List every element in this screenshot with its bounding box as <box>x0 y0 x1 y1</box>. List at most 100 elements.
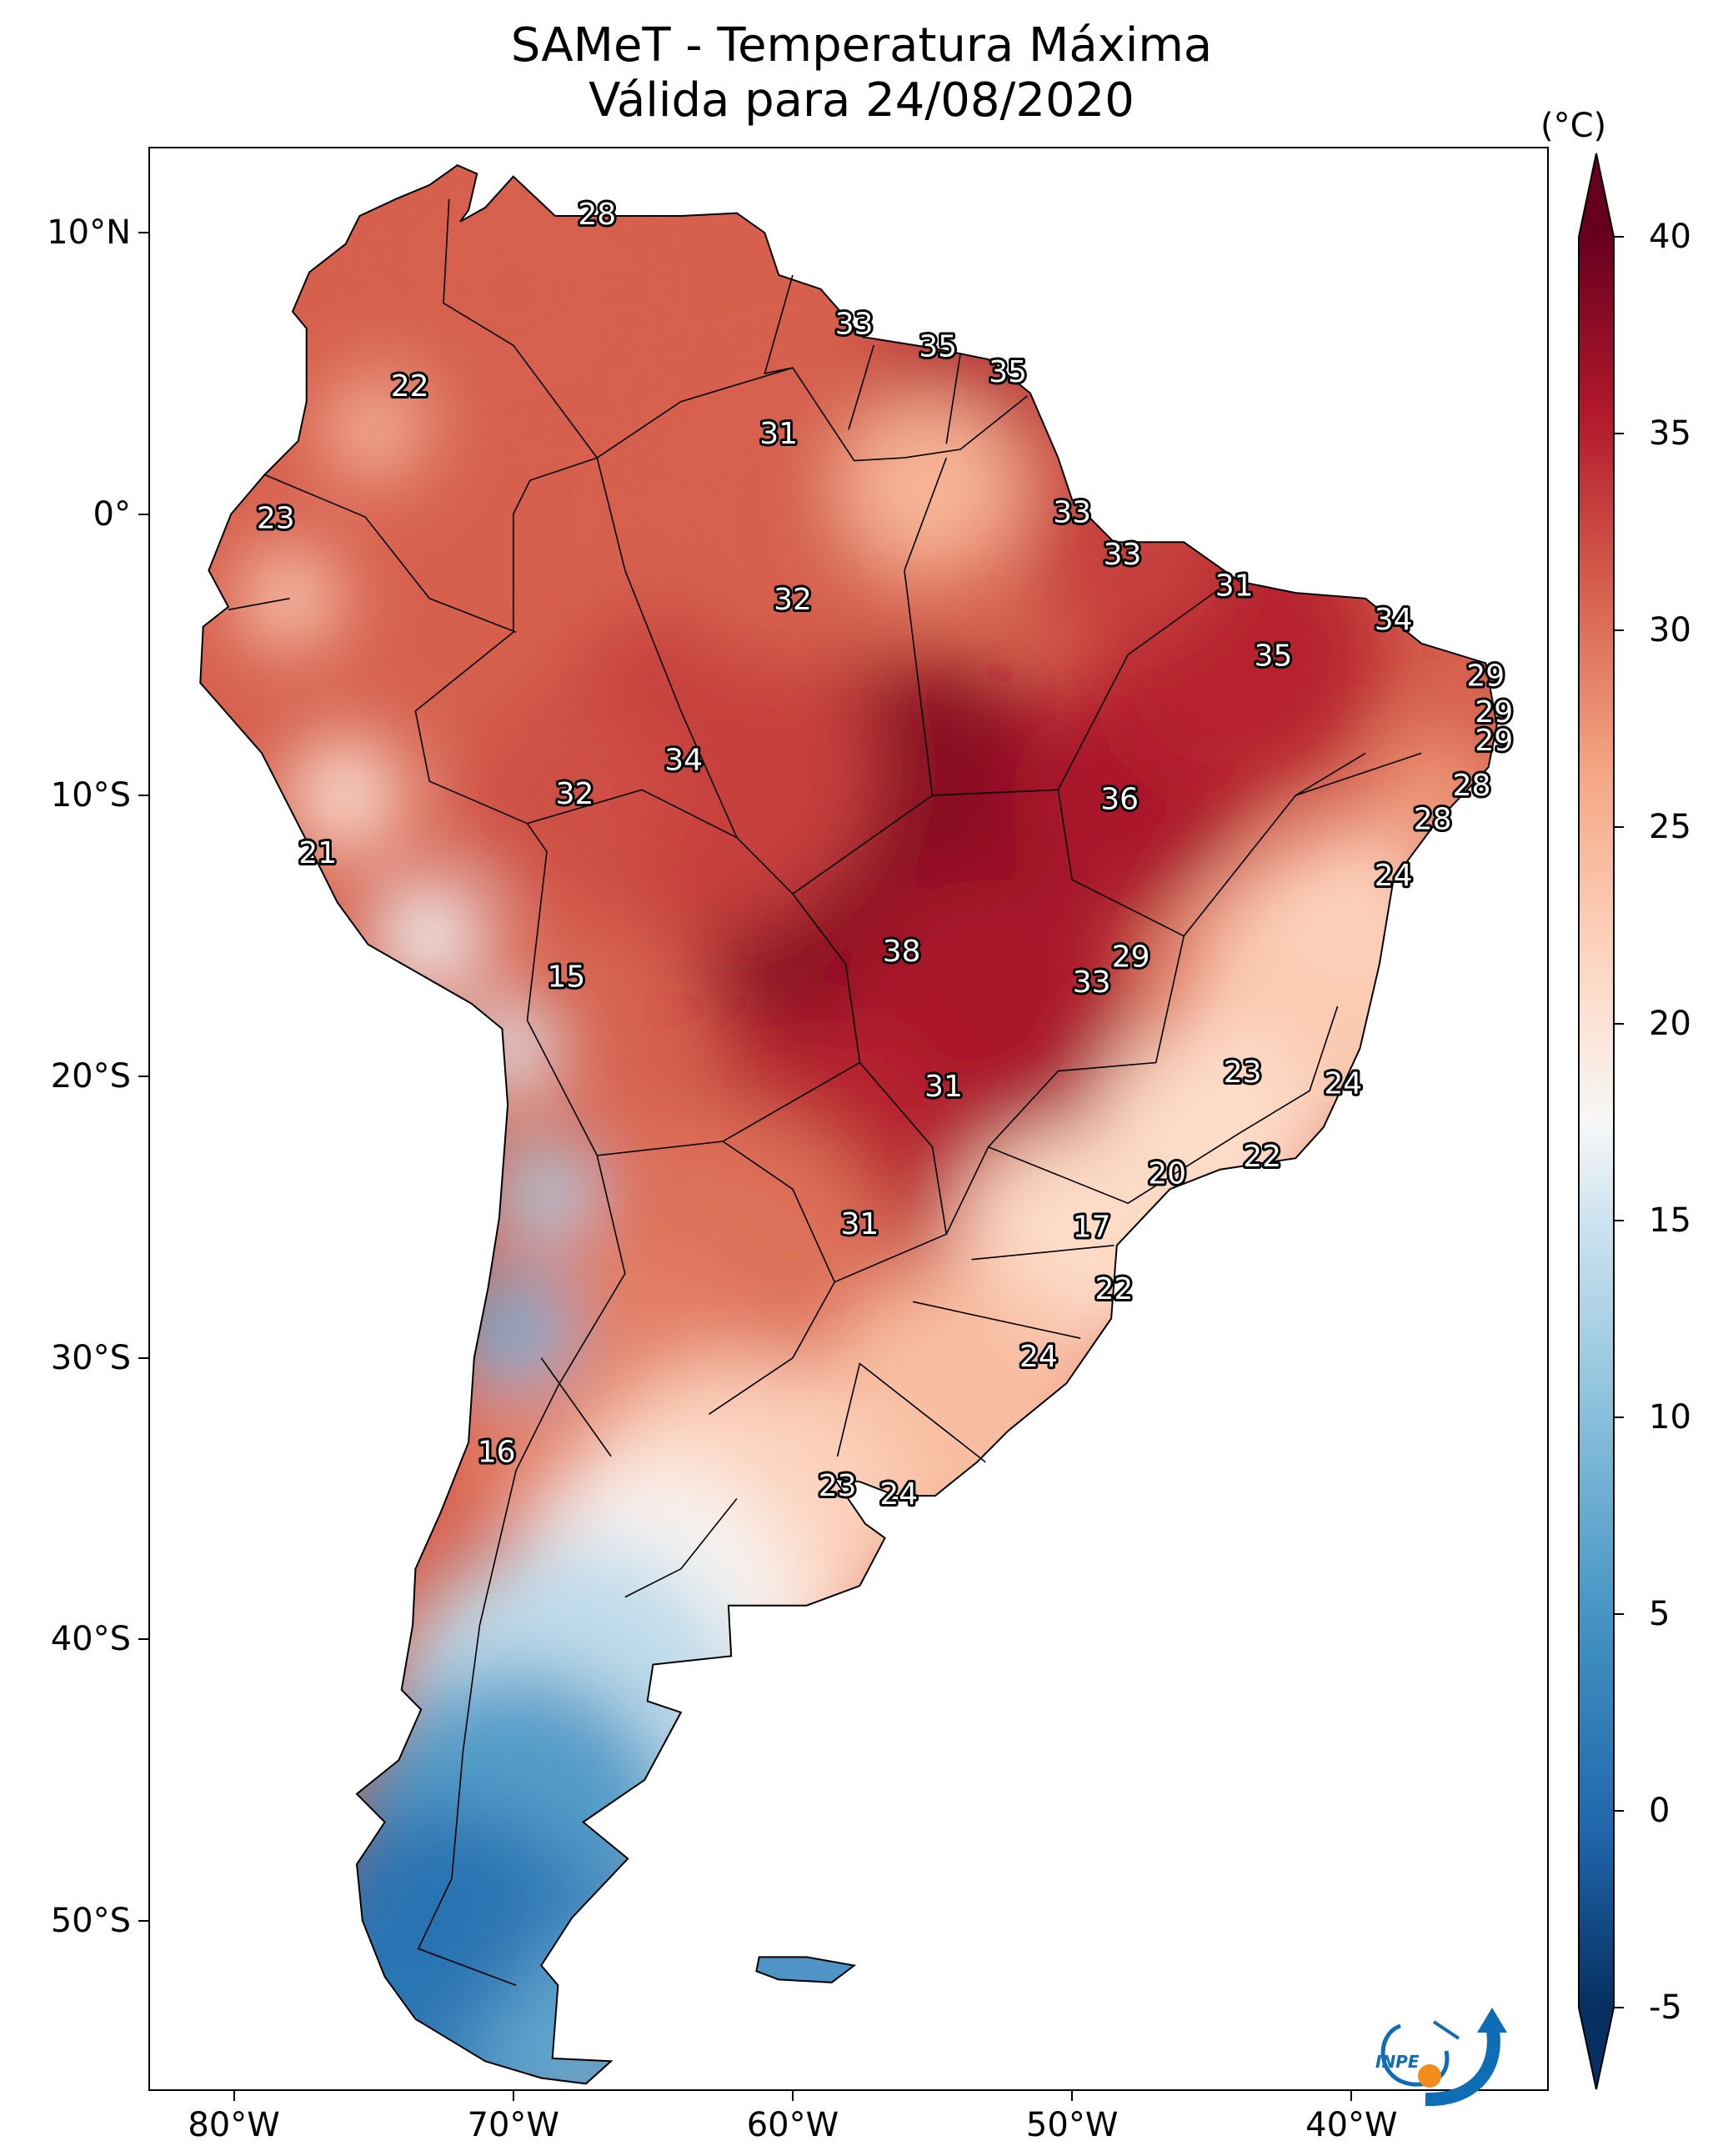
border-line <box>836 1362 986 1463</box>
lat-tick <box>138 232 148 234</box>
city-temp-label: 33 <box>835 308 874 342</box>
city-temp-label: 33 <box>1104 538 1142 572</box>
temperature-patch <box>840 394 1024 578</box>
border-line <box>971 1245 1114 1261</box>
temperature-patch <box>1268 825 1435 991</box>
city-temp-label: 24 <box>1324 1067 1362 1101</box>
city-temp-label: 24 <box>1019 1340 1058 1374</box>
temperature-patch <box>323 379 424 480</box>
colorbar-tick-label: 35 <box>1649 414 1691 453</box>
title-line-2: Válida para 24/08/2020 <box>589 73 1134 128</box>
border-line <box>417 1155 626 1986</box>
lon-tick-label: 70°W <box>467 2106 559 2144</box>
map-panel: 28 33 35 35 22 31 33 23 33 31 32 34 35 29 29 29 34 28 32 36… <box>148 147 1549 2091</box>
city-temp-label: 24 <box>1375 859 1413 893</box>
border-line <box>1295 752 1366 796</box>
lat-tick-label: 40°S <box>50 1620 131 1659</box>
city-temp-label: 22 <box>391 369 429 404</box>
city-temp-label: 29 <box>1466 659 1505 693</box>
temperature-patch <box>313 1803 547 2038</box>
city-temp-label: 23 <box>257 501 295 535</box>
border-line <box>912 1301 1081 1339</box>
lat-tick <box>138 1919 148 1922</box>
city-temp-label: 35 <box>1255 639 1293 674</box>
lat-tick <box>138 1638 148 1641</box>
city-temp-label: 21 <box>298 836 337 870</box>
logo-orange-dot <box>1418 2064 1441 2088</box>
lon-tick-label: 50°W <box>1025 2106 1119 2144</box>
lat-tick-label: 10°S <box>50 776 131 815</box>
city-temp-label: 23 <box>1224 1055 1262 1090</box>
city-temp-label: 38 <box>883 935 921 969</box>
temperature-patch <box>371 877 488 995</box>
city-temp-label: 29 <box>1475 695 1513 730</box>
colorbar-extend-max <box>1579 153 1614 237</box>
border-line <box>945 1146 989 1235</box>
lon-tick-label: 80°W <box>188 2106 280 2144</box>
city-temp-label: 31 <box>759 417 798 451</box>
border-line <box>228 598 290 611</box>
city-temp-label: 28 <box>578 198 616 232</box>
border-line <box>596 457 738 838</box>
city-temp-label: 31 <box>840 1207 879 1241</box>
border-line <box>540 1357 612 1457</box>
logo-text: INPE <box>1375 2052 1420 2072</box>
border-line <box>848 344 874 430</box>
border-line <box>722 1061 948 1283</box>
border-line <box>443 198 598 459</box>
city-temp-label: 34 <box>1375 603 1413 637</box>
colorbar-tick-label: 0 <box>1649 1792 1670 1830</box>
city-temp-label: 33 <box>1053 496 1091 530</box>
lon-tick-label: 60°W <box>746 2106 839 2144</box>
colorbar-tick-label: -5 <box>1649 1988 1682 2027</box>
temperature-patch <box>396 172 630 406</box>
temperature-field <box>200 165 1497 2084</box>
colorbar-tick-label: 10 <box>1649 1398 1691 1436</box>
coastline <box>199 164 1498 2085</box>
colorbar-gradient <box>1579 237 1614 2008</box>
lon-tick <box>1071 2091 1074 2101</box>
lon-tick-label: 40°W <box>1305 2106 1398 2144</box>
temperature-patch <box>463 998 563 1099</box>
colorbar-unit: (°C) <box>1540 107 1607 145</box>
city-temp-label: 28 <box>1414 802 1452 836</box>
city-temp-label: 22 <box>1094 1272 1133 1306</box>
political-borders <box>228 198 1422 1986</box>
city-temp-label: 28 <box>1453 769 1491 803</box>
city-temp-label: 24 <box>879 1477 918 1512</box>
city-temp-label: 33 <box>1073 965 1111 1000</box>
border-line <box>264 474 517 634</box>
falkland-islands <box>755 1956 857 1983</box>
lat-tick <box>138 795 148 796</box>
temperature-patch <box>287 737 404 854</box>
border-line <box>792 789 1339 1205</box>
colorbar-tick-label: 15 <box>1649 1201 1691 1240</box>
lat-tick-label: 0° <box>93 494 131 534</box>
city-temp-label: 34 <box>664 744 703 778</box>
city-temp-label: 31 <box>924 1070 963 1104</box>
title-line-1: SAMeT - Temperatura Máxima <box>510 18 1213 73</box>
lon-tick <box>233 2091 235 2101</box>
lon-tick <box>512 2091 514 2101</box>
temperature-patch <box>491 1139 592 1240</box>
temperature-patch <box>468 695 669 895</box>
city-temp-label: 29 <box>1112 940 1150 975</box>
border-line <box>708 1281 835 1415</box>
city-temp-label: 32 <box>556 777 594 811</box>
border-line <box>624 1498 738 1598</box>
city-temp-label: 20 <box>1148 1157 1186 1191</box>
colorbar-tick-label: 5 <box>1649 1595 1670 1633</box>
lat-tick <box>138 1356 148 1359</box>
city-temp-label: 23 <box>819 1469 857 1503</box>
map-title: SAMeT - Temperatura Máxima Válida para 2… <box>0 18 1723 128</box>
city-temp-label: 17 <box>1073 1211 1111 1245</box>
city-temp-label: 29 <box>1475 724 1513 758</box>
lat-tick-label: 10°N <box>47 213 131 253</box>
lat-tick <box>138 1075 148 1078</box>
lat-tick <box>138 513 148 515</box>
border-line <box>1057 584 1226 790</box>
city-temp-label: 32 <box>774 583 812 617</box>
colorbar-tick-label: 30 <box>1649 611 1691 649</box>
colorbar-tick-label: 40 <box>1649 218 1691 256</box>
